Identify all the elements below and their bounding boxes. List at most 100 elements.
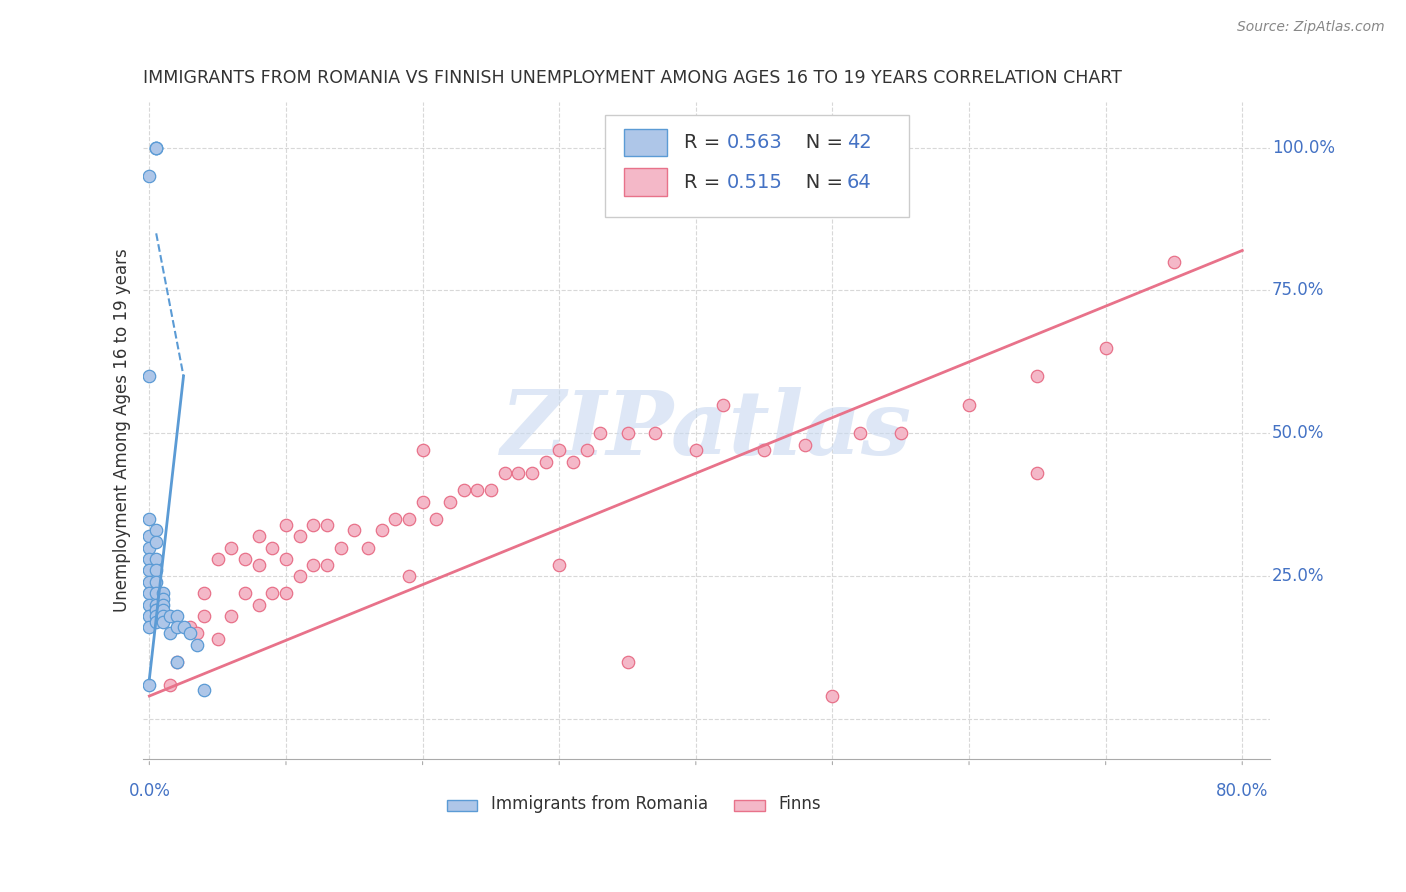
- Point: [145, 586, 167, 600]
- Text: R =: R =: [683, 133, 725, 153]
- Point: [520, 467, 543, 481]
- Text: N =: N =: [787, 133, 849, 153]
- Text: 100.0%: 100.0%: [1272, 138, 1334, 157]
- Point: [465, 483, 488, 498]
- Point: [152, 615, 174, 629]
- Point: [138, 598, 160, 612]
- Text: Immigrants from Romania: Immigrants from Romania: [491, 795, 707, 813]
- Point: [957, 398, 980, 412]
- Point: [425, 512, 447, 526]
- Point: [138, 169, 160, 184]
- Point: [589, 426, 612, 441]
- Point: [752, 443, 775, 458]
- Point: [439, 495, 461, 509]
- Point: [138, 574, 160, 589]
- Text: 80.0%: 80.0%: [1216, 781, 1268, 800]
- Point: [221, 609, 243, 624]
- Point: [145, 141, 167, 155]
- Point: [247, 598, 270, 612]
- Point: [179, 620, 201, 634]
- Point: [274, 517, 297, 532]
- Point: [166, 620, 188, 634]
- Point: [1094, 341, 1116, 355]
- Point: [138, 552, 160, 566]
- Point: [145, 534, 167, 549]
- Text: 0.0%: 0.0%: [128, 781, 170, 800]
- Point: [145, 609, 167, 624]
- Point: [186, 626, 208, 640]
- Point: [233, 552, 256, 566]
- Point: [890, 426, 912, 441]
- Point: [152, 603, 174, 617]
- Point: [821, 689, 844, 703]
- Text: 75.0%: 75.0%: [1272, 282, 1324, 300]
- Point: [274, 552, 297, 566]
- Point: [145, 141, 167, 155]
- FancyBboxPatch shape: [624, 129, 666, 156]
- Point: [357, 541, 380, 555]
- Point: [316, 558, 339, 572]
- Y-axis label: Unemployment Among Ages 16 to 19 years: Unemployment Among Ages 16 to 19 years: [114, 249, 131, 612]
- Point: [412, 495, 434, 509]
- Point: [548, 443, 571, 458]
- Point: [166, 655, 188, 669]
- Point: [575, 443, 598, 458]
- Text: Source: ZipAtlas.com: Source: ZipAtlas.com: [1237, 20, 1385, 34]
- Point: [221, 541, 243, 555]
- Point: [159, 677, 181, 691]
- Point: [138, 529, 160, 543]
- Point: [138, 512, 160, 526]
- Point: [152, 598, 174, 612]
- Point: [138, 369, 160, 384]
- Point: [508, 467, 530, 481]
- Point: [412, 443, 434, 458]
- Point: [193, 609, 215, 624]
- Text: 25.0%: 25.0%: [1272, 567, 1324, 585]
- Point: [561, 455, 583, 469]
- Point: [173, 620, 195, 634]
- Point: [794, 438, 817, 452]
- Point: [159, 609, 181, 624]
- Point: [644, 426, 666, 441]
- Text: 64: 64: [846, 173, 872, 192]
- Point: [207, 632, 229, 646]
- Point: [274, 586, 297, 600]
- Point: [207, 552, 229, 566]
- Point: [145, 524, 167, 538]
- Point: [316, 517, 339, 532]
- Point: [145, 552, 167, 566]
- Point: [1163, 255, 1185, 269]
- Point: [616, 426, 638, 441]
- Point: [193, 683, 215, 698]
- Point: [186, 638, 208, 652]
- Point: [145, 598, 167, 612]
- Point: [145, 615, 167, 629]
- Point: [138, 609, 160, 624]
- Point: [534, 455, 557, 469]
- Point: [685, 443, 707, 458]
- Point: [138, 677, 160, 691]
- Point: [494, 467, 516, 481]
- Point: [302, 517, 325, 532]
- Point: [453, 483, 475, 498]
- Point: [233, 586, 256, 600]
- Point: [145, 563, 167, 577]
- Text: ZIPatlas: ZIPatlas: [501, 387, 911, 474]
- Point: [302, 558, 325, 572]
- Point: [152, 591, 174, 606]
- Text: IMMIGRANTS FROM ROMANIA VS FINNISH UNEMPLOYMENT AMONG AGES 16 TO 19 YEARS CORREL: IMMIGRANTS FROM ROMANIA VS FINNISH UNEMP…: [142, 69, 1122, 87]
- Point: [616, 655, 638, 669]
- Text: Finns: Finns: [778, 795, 821, 813]
- FancyBboxPatch shape: [624, 169, 666, 196]
- Point: [166, 609, 188, 624]
- FancyBboxPatch shape: [605, 115, 908, 217]
- Point: [145, 603, 167, 617]
- Point: [193, 586, 215, 600]
- Point: [247, 529, 270, 543]
- Point: [711, 398, 734, 412]
- Point: [179, 626, 201, 640]
- Point: [166, 655, 188, 669]
- Point: [479, 483, 502, 498]
- Text: 42: 42: [846, 133, 872, 153]
- Point: [145, 603, 167, 617]
